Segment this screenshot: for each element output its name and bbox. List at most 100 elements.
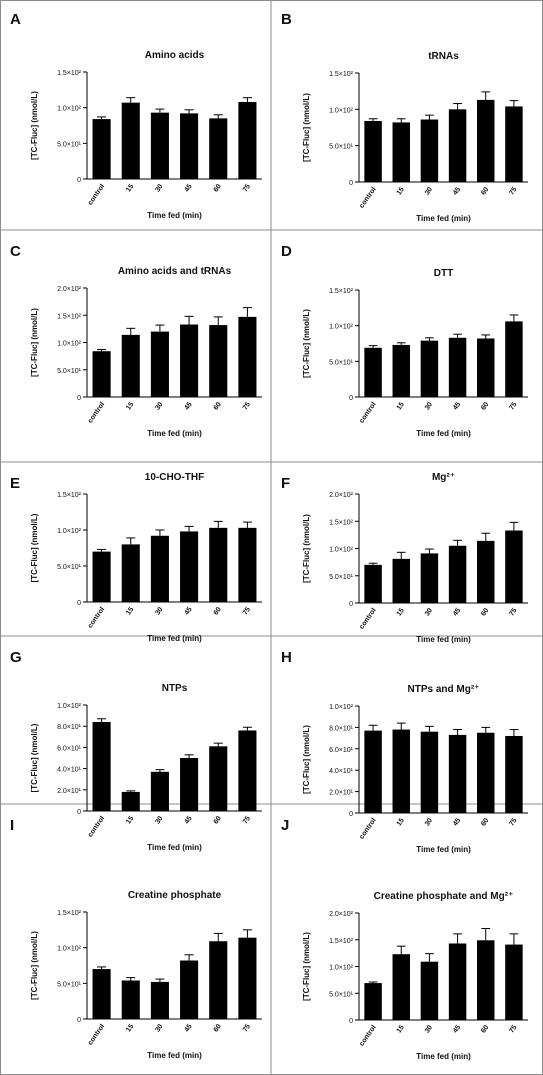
bar xyxy=(505,106,523,182)
y-tick-label: 0 xyxy=(77,177,81,184)
panels: A Amino acids 0 5.0×10¹ 1.0×10² 1.5×10² [TC-Fl… xyxy=(10,11,528,1061)
bar xyxy=(448,943,467,1020)
bar xyxy=(121,980,140,1019)
x-axis-label: Time fed (min) xyxy=(416,214,471,223)
chart-title: Amino acids xyxy=(145,50,205,61)
y-tick-label: 8.0×10¹ xyxy=(57,724,82,731)
chart-title: Amino acids and tRNAs xyxy=(118,266,232,277)
x-tick-label: 30 xyxy=(154,606,164,616)
panel-letter: D xyxy=(281,243,292,260)
bar xyxy=(238,527,257,602)
y-tick-label: 5.0×10¹ xyxy=(57,368,82,375)
x-tick-label: 30 xyxy=(154,401,164,411)
x-tick-label: 30 xyxy=(154,1023,164,1033)
x-tick-label: 30 xyxy=(424,186,434,196)
y-tick-label: 5.0×10¹ xyxy=(57,981,82,988)
bar xyxy=(477,732,495,813)
bar xyxy=(364,120,382,182)
y-tick-label: 1.5×10² xyxy=(57,910,82,917)
x-tick-label: 45 xyxy=(184,401,194,411)
x-tick-label: 30 xyxy=(424,401,434,411)
y-axis-label: [TC-Fluc] (nmol/L) xyxy=(302,309,311,378)
panel-c: C Amino acids and tRNAs 0 5.0×10¹ 1.0×10² 1.5… xyxy=(10,243,262,438)
bar xyxy=(505,321,523,397)
bar xyxy=(121,102,140,179)
panel-letter: G xyxy=(10,649,22,666)
y-tick-label: 0 xyxy=(77,395,81,402)
y-tick-label: 2.0×10² xyxy=(329,492,354,499)
bar xyxy=(420,119,439,182)
bar xyxy=(364,564,382,603)
bar xyxy=(364,347,382,397)
bar xyxy=(505,944,523,1020)
bar xyxy=(238,316,257,397)
y-axis-label: [TC-Fluc] (nmol/L) xyxy=(302,93,311,162)
panel-g: G NTPs 0 2.0×10¹ 4.0×10¹ 6.0×10¹ 8.0×10¹ 1.0×10… xyxy=(10,649,262,852)
y-tick-label: 8.0×10¹ xyxy=(329,725,354,732)
y-tick-label: 0 xyxy=(349,1018,353,1025)
x-axis-label: Time fed (min) xyxy=(147,211,202,220)
x-tick-label: 75 xyxy=(242,1023,252,1033)
bar xyxy=(392,558,410,603)
y-tick-label: 1.5×10² xyxy=(57,492,82,499)
x-tick-label: 45 xyxy=(452,401,462,411)
bar xyxy=(392,122,410,182)
bar xyxy=(238,937,257,1019)
bar xyxy=(477,540,495,603)
y-tick-label: 1.0×10² xyxy=(329,547,354,554)
y-tick-label: 5.0×10¹ xyxy=(57,564,82,571)
bar xyxy=(392,344,410,397)
bar xyxy=(150,535,169,602)
bar xyxy=(180,113,199,179)
bar xyxy=(448,109,467,182)
panel-a: A Amino acids 0 5.0×10¹ 1.0×10² 1.5×10² [TC-Fl… xyxy=(10,11,262,220)
x-axis-label: Time fed (min) xyxy=(147,1051,202,1060)
bar xyxy=(209,118,228,179)
x-tick-label: 45 xyxy=(452,817,462,827)
x-tick-label: 75 xyxy=(242,606,252,616)
y-tick-label: 1.0×10² xyxy=(329,324,354,331)
x-axis-label: Time fed (min) xyxy=(416,429,471,438)
x-tick-label: 15 xyxy=(125,1023,135,1033)
x-tick-label: 45 xyxy=(184,606,194,616)
x-tick-label: 75 xyxy=(508,186,518,196)
x-tick-label: control xyxy=(358,607,377,630)
bar xyxy=(238,730,257,811)
x-tick-label: 15 xyxy=(396,607,406,617)
y-tick-label: 4.0×10¹ xyxy=(329,768,354,775)
x-tick-label: 60 xyxy=(213,183,223,193)
y-axis-label: [TC-Fluc] (nmol/L) xyxy=(302,514,311,583)
y-tick-label: 1.0×10² xyxy=(329,965,354,972)
bar xyxy=(92,119,111,179)
bar xyxy=(121,544,140,602)
x-axis-label: Time fed (min) xyxy=(416,845,471,854)
bar xyxy=(180,324,199,397)
bar xyxy=(448,734,467,813)
x-tick-label: control xyxy=(358,186,377,209)
bar xyxy=(92,969,111,1019)
bar xyxy=(420,340,439,397)
bar xyxy=(505,530,523,603)
bar xyxy=(477,940,495,1020)
bar xyxy=(180,531,199,602)
bar xyxy=(209,325,228,397)
bar xyxy=(150,331,169,397)
panel-letter: E xyxy=(10,475,20,492)
bar xyxy=(121,791,140,811)
y-tick-label: 1.5×10² xyxy=(57,313,82,320)
chart-title: NTPs and Mg²⁺ xyxy=(408,684,480,695)
y-tick-label: 1.0×10² xyxy=(57,528,82,535)
y-tick-label: 0 xyxy=(77,1017,81,1024)
bar xyxy=(92,351,111,397)
x-tick-label: 15 xyxy=(396,1024,406,1034)
x-tick-label: 30 xyxy=(424,817,434,827)
bar xyxy=(150,112,169,179)
y-tick-label: 1.5×10² xyxy=(329,288,354,295)
y-axis-label: [TC-Fluc] (nmol/L) xyxy=(302,932,311,1001)
y-tick-label: 5.0×10¹ xyxy=(329,144,354,151)
x-tick-label: 75 xyxy=(508,817,518,827)
bar xyxy=(209,941,228,1019)
x-tick-label: 30 xyxy=(424,1024,434,1034)
